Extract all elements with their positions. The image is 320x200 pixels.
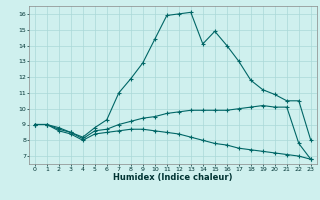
X-axis label: Humidex (Indice chaleur): Humidex (Indice chaleur) — [113, 173, 233, 182]
